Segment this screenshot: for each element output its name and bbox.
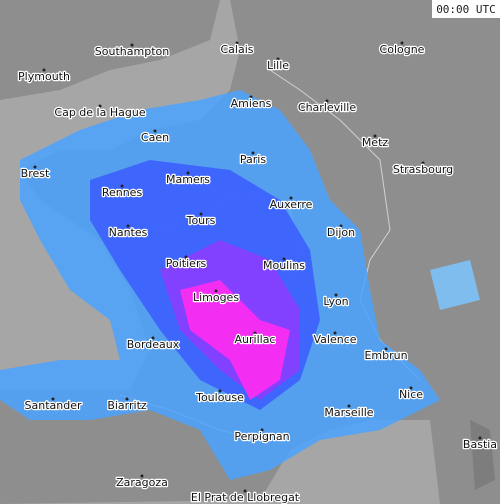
city-label: Lille [267,59,289,72]
city-dot [400,41,404,45]
city-label: Moulins [263,259,305,272]
city-dot [186,171,190,175]
city-dot [130,43,134,47]
city-dot [126,224,130,228]
city-dot [325,99,329,103]
city-label: Amiens [231,97,272,110]
city-dot [184,255,188,259]
city-label: Marseille [324,406,373,419]
city-dot [218,389,222,393]
city-dot [153,129,157,133]
city-label: Nantes [109,226,148,239]
city-label: Toulouse [195,391,244,404]
city-dot [282,257,286,261]
city-label: Aurillac [235,333,276,346]
city-label: Biarritz [107,399,147,412]
city-dot [125,397,129,401]
city-label: Valence [313,333,356,346]
city-label: Paris [240,153,266,166]
city-label: Bastia [463,438,497,451]
city-label: Cologne [380,43,425,56]
city-dot [243,489,247,493]
city-dot [33,165,37,169]
city-label: Metz [362,136,389,149]
city-label: Charleville [298,101,356,114]
city-label: Cap de la Hague [54,106,145,119]
city-label: Calais [220,43,253,56]
city-dot [339,224,343,228]
timestamp-box [432,0,500,18]
city-dot [249,95,253,99]
city-dot [384,347,388,351]
city-label: Brest [21,167,50,180]
city-dot [199,212,203,216]
city-dot [98,104,102,108]
city-dot [251,151,255,155]
city-label: Strasbourg [393,163,453,176]
city-dot [253,331,257,335]
city-label: Perpignan [234,430,289,443]
city-label: Auxerre [270,198,313,211]
city-dot [120,184,124,188]
city-dot [140,474,144,478]
city-dot [260,428,264,432]
city-dot [421,161,425,165]
city-dot [51,397,55,401]
city-labels: Southampton Calais Lille Cologne Plymouth Ami… [17,41,498,504]
city-label: Embrun [364,349,407,362]
city-dot [276,57,280,61]
city-dot [334,293,338,297]
city-label: Tours [186,214,216,227]
city-dot [333,331,337,335]
city-dot [289,196,293,200]
city-label: Caen [141,131,169,144]
city-label: Santander [25,399,82,412]
city-dot [151,336,155,340]
city-dot [373,134,377,138]
city-label: Limoges [193,291,239,304]
city-label: Dijon [327,226,355,239]
city-label: Nice [399,388,423,401]
city-dot [347,404,351,408]
city-dot [409,386,413,390]
timestamp: 00:00 UTC [436,3,496,16]
city-dot [478,436,482,440]
city-label: Rennes [102,186,143,199]
city-label: Mamers [166,173,210,186]
city-label: Plymouth [18,70,70,83]
city-dot [214,289,218,293]
city-dot [42,68,46,72]
radar-echoes [0,90,480,480]
city-label: Zaragoza [116,476,168,489]
city-label: Southampton [95,45,169,58]
city-label: Lyon [323,295,348,308]
city-dot [235,41,239,45]
city-label: El Prat de Llobregat [191,491,300,504]
city-label: Bordeaux [127,338,180,351]
city-label: Poitiers [166,257,207,270]
